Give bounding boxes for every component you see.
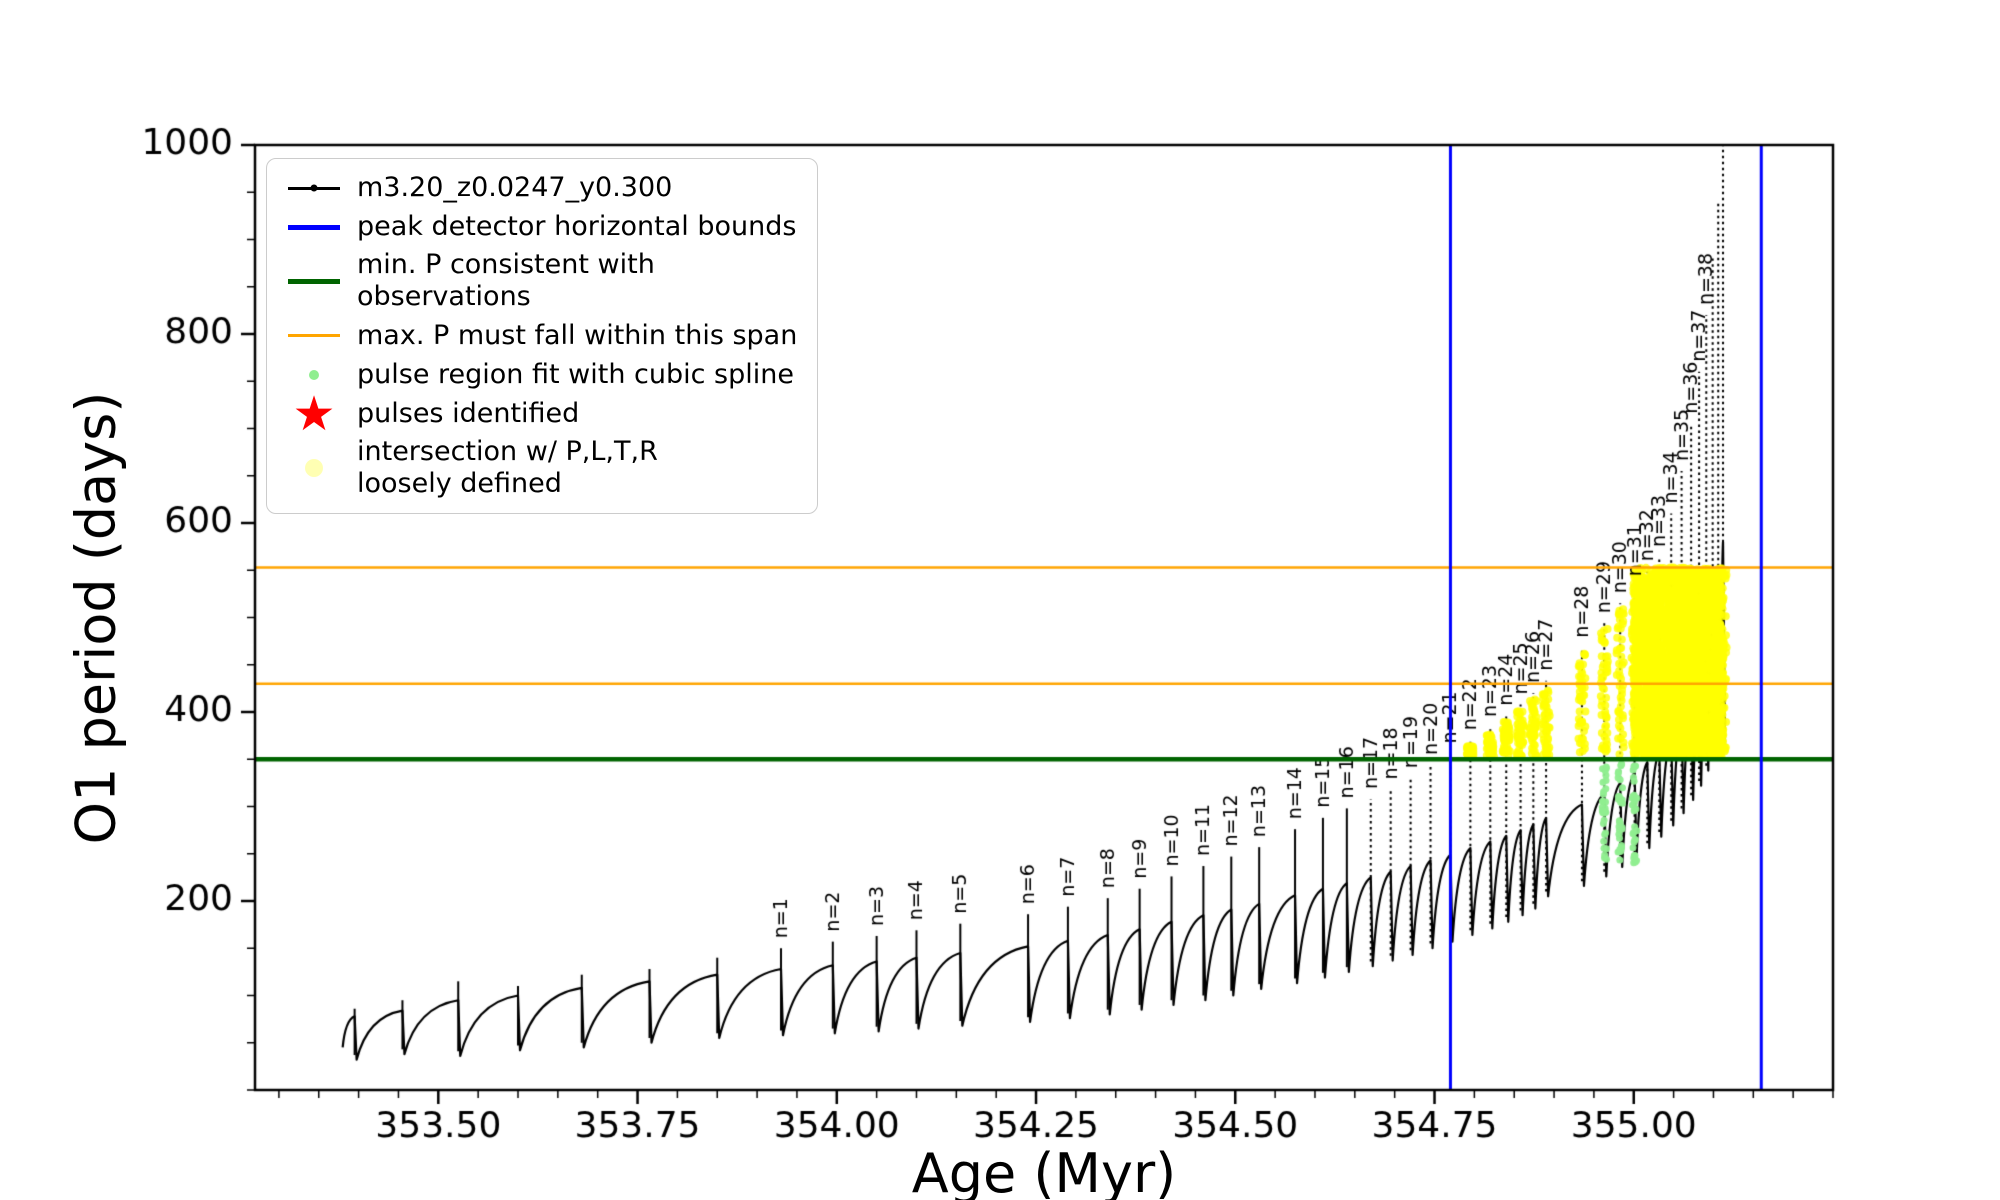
y-axis-label: O1 period (days) [64,391,128,845]
intersection-dot-icon [283,459,345,478]
x-axis-label: Age (Myr) [911,1142,1177,1200]
legend-label-spline-fit: pulse region fit with cubic spline [357,358,794,390]
legend: m3.20_z0.0247_y0.300 peak detector horiz… [266,158,818,514]
peak-bounds-line-icon [283,224,345,230]
legend-item-series: m3.20_z0.0247_y0.300 [283,171,801,205]
legend-label-series: m3.20_z0.0247_y0.300 [357,171,673,203]
legend-item-spline-fit: pulse region fit with cubic spline [283,358,801,392]
min-period-line-icon [283,278,345,284]
legend-item-peak-bounds: peak detector horizontal bounds [283,210,801,244]
series-marker-icon [283,184,345,192]
legend-label-min-period: min. P consistent with observations [357,249,655,313]
max-period-line-icon [283,334,345,338]
legend-label-max-period: max. P must fall within this span [357,319,798,351]
series-dot-icon [310,184,318,192]
legend-label-intersection: intersection w/ P,L,T,R loosely defined [357,435,658,500]
legend-item-min-period: min. P consistent with observations [283,249,801,314]
pulse-star-icon: ★ [292,385,336,442]
spline-dot-icon [283,369,345,380]
legend-item-pulses: ★ pulses identified [283,385,801,442]
legend-item-intersection: intersection w/ P,L,T,R loosely defined [283,436,801,501]
legend-label-pulses: pulses identified [357,397,580,429]
legend-item-max-period: max. P must fall within this span [283,319,801,353]
legend-label-peak-bounds: peak detector horizontal bounds [357,210,797,242]
